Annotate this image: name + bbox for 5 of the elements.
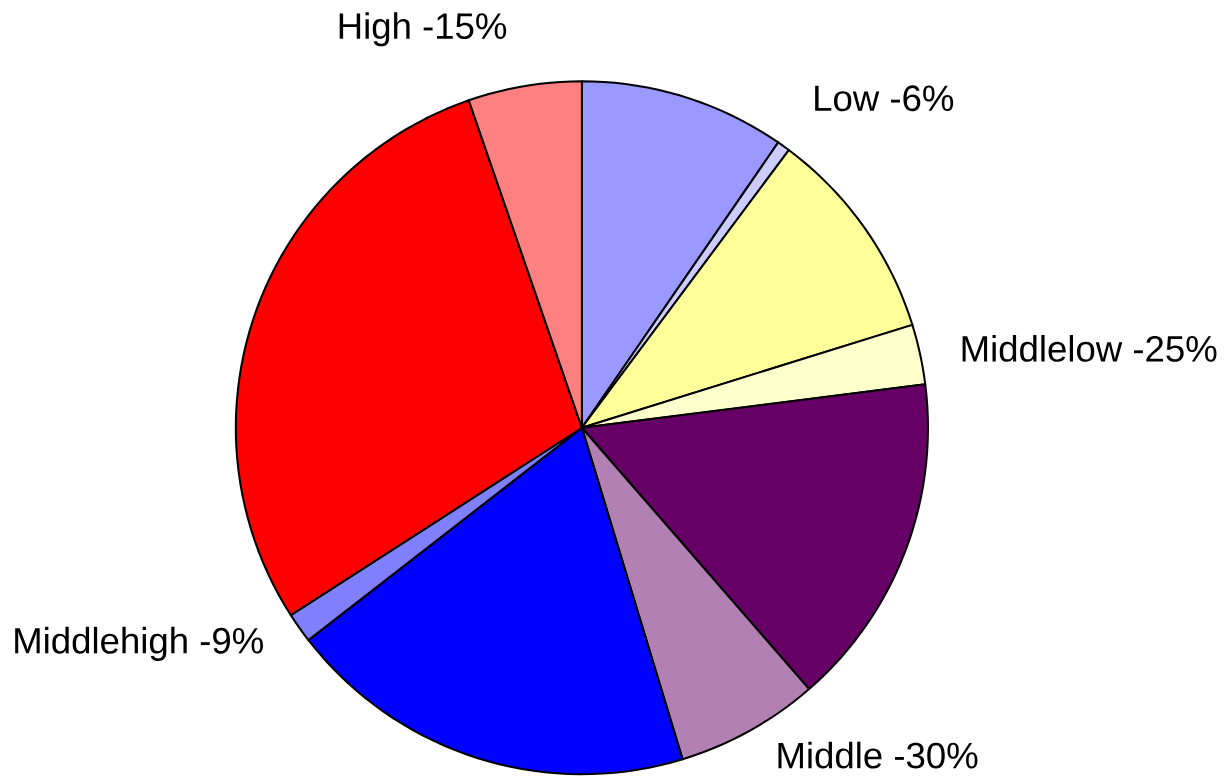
slice-label: Middle -30%: [778, 741, 978, 769]
slice-label: Middlehigh -9%: [15, 626, 263, 662]
slice-label: Low -6%: [815, 85, 954, 112]
slice-label: High -15%: [339, 12, 507, 47]
slice-label: Middlelow -25%: [962, 335, 1217, 362]
